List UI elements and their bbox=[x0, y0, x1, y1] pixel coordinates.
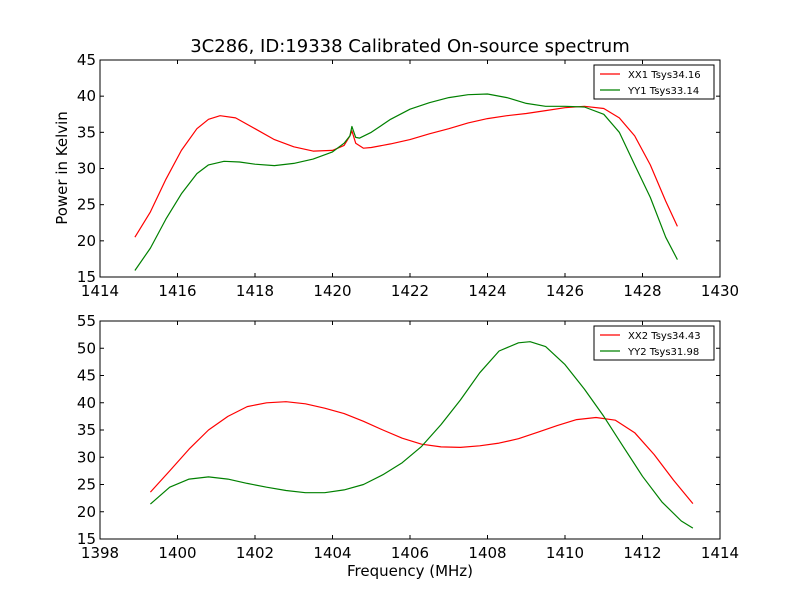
panel-1: 1414 1416 1418 1420 1422 1424 1426 1428 1430 15 20… bbox=[77, 51, 739, 300]
y-tick-label: 35 bbox=[77, 421, 96, 439]
y-tick-label: 55 bbox=[77, 312, 96, 330]
chart-title: 3C286, ID:19338 Calibrated On-source spe… bbox=[190, 36, 630, 57]
series-line-green-2 bbox=[150, 341, 694, 529]
x-tick-label: 1398 bbox=[81, 544, 119, 562]
series-line-red-1 bbox=[134, 105, 678, 238]
x-tick-label: 1426 bbox=[546, 282, 584, 300]
x-tick-label: 1412 bbox=[623, 544, 661, 562]
x-tick-label: 1402 bbox=[236, 544, 274, 562]
legend-1: XX1 Tsys34.16 YY1 Tsys33.14 bbox=[593, 64, 715, 100]
x-tick-label: 1400 bbox=[158, 544, 196, 562]
y-tick-label: 20 bbox=[77, 232, 96, 250]
series-line-green-1 bbox=[134, 93, 678, 271]
x-axis-label: Frequency (MHz) bbox=[347, 562, 473, 580]
y-tick-label: 20 bbox=[77, 503, 96, 521]
y-tick-label: 45 bbox=[77, 367, 96, 385]
legend-box bbox=[593, 64, 715, 100]
legend-label: XX2 Tsys34.43 bbox=[628, 331, 701, 342]
legend-label: YY1 Tsys33.14 bbox=[627, 86, 699, 97]
chart-panels: 1414 1416 1418 1420 1422 1424 1426 1428 1430 15 20… bbox=[77, 51, 739, 562]
legend-box bbox=[593, 325, 715, 361]
y-tick-label: 50 bbox=[77, 339, 96, 357]
legend-label: XX1 Tsys34.16 bbox=[628, 70, 701, 81]
x-tick-label: 1408 bbox=[468, 544, 506, 562]
legend-2: XX2 Tsys34.43 YY2 Tsys31.98 bbox=[593, 325, 715, 361]
x-tick-label: 1418 bbox=[236, 282, 274, 300]
x-tick-label: 1414 bbox=[701, 544, 739, 562]
y-tick-label: 25 bbox=[77, 476, 96, 494]
series-line-red-2 bbox=[149, 401, 694, 504]
x-tick-label: 1428 bbox=[623, 282, 661, 300]
y-tick-label: 45 bbox=[77, 51, 96, 69]
y-tick-label: 30 bbox=[77, 160, 96, 178]
y-tick-label: 15 bbox=[77, 268, 96, 286]
y-tick-label: 25 bbox=[77, 196, 96, 214]
y-tick-label: 30 bbox=[77, 448, 96, 466]
x-tick-label: 1404 bbox=[313, 544, 351, 562]
y-tick-label: 40 bbox=[77, 394, 96, 412]
x-tick-label: 1416 bbox=[158, 282, 196, 300]
x-tick-label: 1414 bbox=[81, 282, 119, 300]
y-axis-label: Power in Kelvin bbox=[53, 111, 71, 225]
x-tick-label: 1422 bbox=[391, 282, 429, 300]
x-tick-label: 1420 bbox=[313, 282, 351, 300]
x-tick-label: 1430 bbox=[701, 282, 739, 300]
y-tick-label: 15 bbox=[77, 530, 96, 548]
panel-2: 1398 1400 1402 1404 1406 1408 1410 1412 1414 15 20… bbox=[77, 312, 739, 562]
x-tick-label: 1410 bbox=[546, 544, 584, 562]
x-tick-label: 1424 bbox=[468, 282, 506, 300]
y-tick-label: 35 bbox=[77, 123, 96, 141]
legend-label: YY2 Tsys31.98 bbox=[627, 347, 699, 358]
x-tick-label: 1406 bbox=[391, 544, 429, 562]
y-tick-label: 40 bbox=[77, 87, 96, 105]
